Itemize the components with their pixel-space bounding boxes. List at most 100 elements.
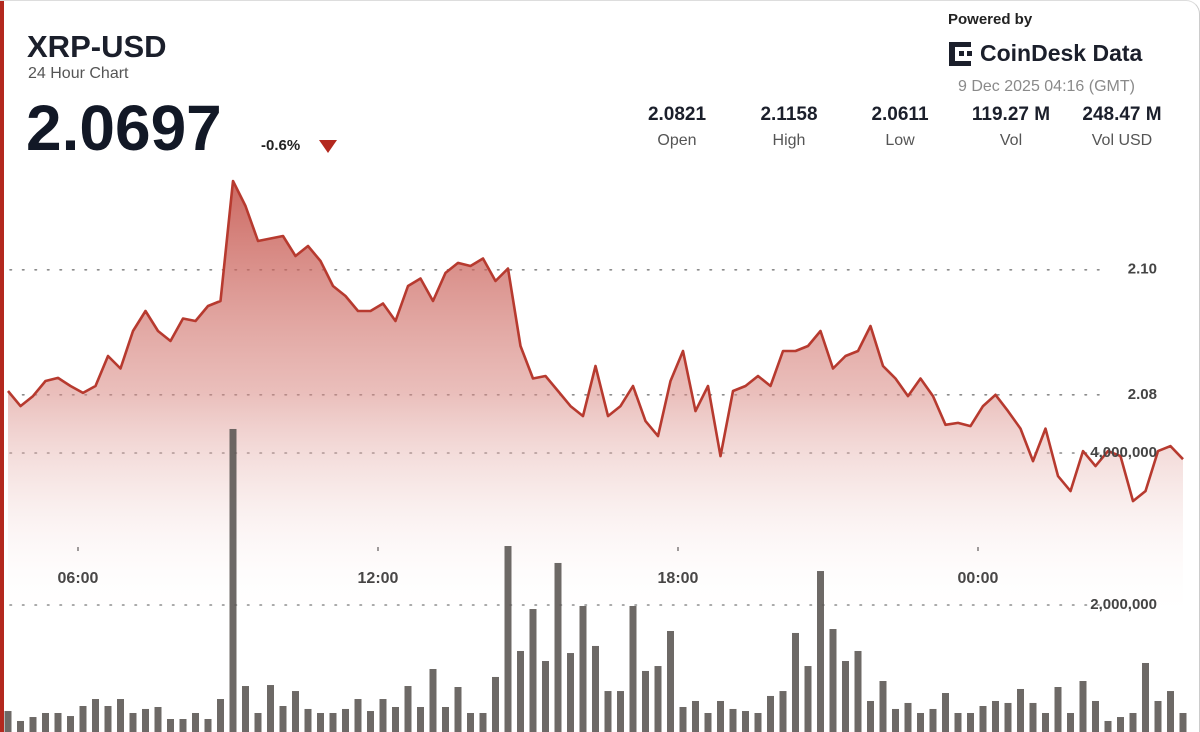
volume-bar — [504, 546, 512, 732]
y-tick-label: 2,000,000 — [1090, 596, 1157, 613]
volume-bar — [379, 699, 387, 732]
y-tick-label: 2.08 — [1128, 386, 1157, 403]
stat-value: 2.0821 — [647, 104, 707, 125]
volume-bar — [592, 645, 599, 732]
volume-bar — [329, 712, 337, 732]
volume-bar — [167, 719, 174, 732]
volume-bar — [1029, 702, 1037, 732]
volume-bar — [1154, 700, 1162, 732]
volume-bar — [304, 708, 312, 732]
volume-bar — [629, 605, 637, 732]
stat-label: Vol — [999, 132, 1023, 149]
volume-bar — [267, 685, 274, 732]
stat: 2.0821 Open — [622, 104, 732, 150]
volume-bar — [867, 700, 874, 732]
volume-bar — [792, 632, 799, 732]
volume-bar — [367, 711, 374, 732]
price-area — [8, 181, 1183, 732]
volume-bar — [104, 706, 112, 732]
volume-bar — [179, 719, 187, 732]
volume-bar — [704, 712, 712, 732]
volume-bar — [67, 716, 74, 732]
volume-bar — [279, 706, 287, 732]
volume-bar — [842, 661, 849, 732]
volume-bar — [204, 719, 212, 732]
volume-bar — [529, 609, 537, 732]
volume-bar — [342, 708, 349, 732]
volume-bar — [829, 629, 837, 732]
volume-bar — [354, 699, 362, 732]
volume-bar — [554, 562, 562, 732]
volume-bar — [579, 605, 587, 732]
volume-bar — [1179, 712, 1187, 732]
volume-bar — [4, 711, 12, 732]
volume-bar — [567, 653, 574, 732]
volume-bar — [604, 691, 612, 732]
volume-bar — [454, 687, 462, 732]
volume-bar — [254, 712, 262, 732]
volume-bar — [429, 668, 437, 732]
stat: 2.1158 High — [734, 104, 844, 150]
price: 2.0697 — [26, 92, 222, 164]
timestamp: 9 Dec 2025 04:16 (GMT) — [958, 78, 1135, 95]
volume-bar — [967, 712, 974, 732]
stat: 119.27 M Vol — [956, 104, 1066, 150]
volume-bar — [442, 706, 449, 732]
volume-bar — [492, 676, 499, 732]
volume-bar — [1079, 681, 1087, 732]
volume-bar — [17, 720, 24, 732]
volume-bar — [692, 700, 699, 732]
volume-bar — [1017, 688, 1024, 732]
volume-bar — [917, 712, 924, 732]
volume-bar — [854, 650, 862, 732]
title: XRP-USD — [27, 29, 167, 64]
volume-bar — [292, 691, 299, 732]
volume-bar — [667, 630, 674, 732]
brand-logo — [949, 42, 972, 66]
volume-bar — [467, 712, 474, 732]
volume-bar — [1092, 700, 1099, 732]
volume-bar — [892, 708, 899, 732]
volume-bar — [542, 661, 549, 732]
stat-label: Vol USD — [1091, 132, 1153, 149]
volume-bar — [392, 706, 399, 732]
volume-bar — [1004, 702, 1012, 732]
y-tick-label: 2.10 — [1128, 261, 1157, 278]
volume-bar — [654, 666, 662, 732]
volume-bar — [1167, 691, 1174, 732]
volume-bar — [154, 706, 162, 732]
volume-bar — [117, 699, 124, 732]
volume-bar — [617, 691, 624, 732]
volume-bar — [942, 693, 949, 732]
subtitle: 24 Hour Chart — [28, 65, 129, 82]
powered-by: Powered by — [948, 11, 1033, 28]
y-tick-label: 4,000,000 — [1090, 444, 1157, 461]
volume-bar — [479, 712, 487, 732]
volume-bar — [879, 681, 887, 732]
volume-bar — [417, 706, 424, 732]
price-line — [6, 179, 1184, 503]
down-arrow — [319, 140, 337, 153]
volume-bar — [979, 706, 987, 732]
volume-bar — [929, 708, 937, 732]
volume-bar — [192, 712, 199, 732]
volume-bar — [1142, 662, 1149, 732]
volume-bar — [779, 691, 787, 732]
volume-bar — [767, 695, 774, 732]
stat-value: 119.27 M — [971, 104, 1051, 125]
stat-label: Open — [657, 132, 697, 149]
volume-bar — [404, 686, 412, 732]
volume-bar — [242, 686, 249, 732]
volume-bar — [742, 711, 749, 732]
stat-value: 2.0611 — [871, 104, 929, 125]
volume-bar — [992, 700, 999, 732]
volume-bar — [817, 571, 824, 732]
volume-bar — [642, 670, 649, 732]
brand: CoinDesk Data — [980, 40, 1143, 66]
volume-bar — [717, 700, 724, 732]
volume-bar — [217, 699, 224, 732]
volume-bar — [42, 712, 49, 732]
volume-bar — [317, 712, 324, 732]
